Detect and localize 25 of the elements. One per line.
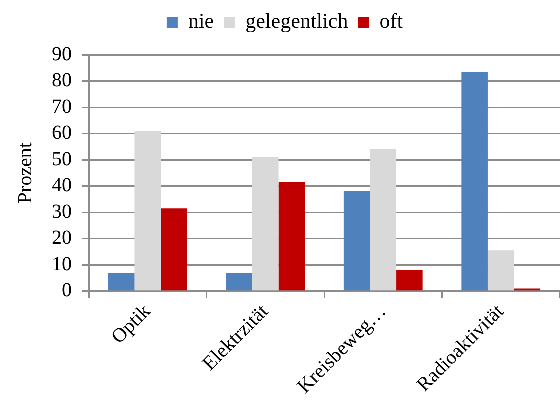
y-tick-label: 40 (52, 174, 72, 197)
y-axis-title: Prozent (14, 142, 36, 204)
legend-label: oft (380, 9, 404, 34)
bar (344, 192, 370, 291)
y-tick-label: 70 (52, 96, 72, 118)
bar (226, 272, 252, 291)
y-tick-label: 30 (52, 200, 72, 223)
bar (396, 270, 423, 291)
bar (161, 208, 188, 291)
legend-label: nie (188, 9, 214, 34)
bar (108, 272, 135, 291)
y-tick-label: 60 (52, 122, 72, 144)
bar (278, 182, 306, 291)
y-tick-label: 20 (52, 227, 72, 250)
bar (134, 131, 162, 291)
bar (488, 250, 514, 291)
y-tick-label: 90 (52, 43, 72, 66)
bar (370, 150, 397, 291)
bar (252, 157, 279, 291)
bar (462, 72, 488, 291)
y-tick-label: 0 (62, 280, 72, 302)
y-tick-label: 10 (52, 253, 72, 276)
legend-label: gelegentlich (246, 9, 349, 34)
y-tick-label: 80 (52, 70, 72, 92)
y-tick-label: 50 (52, 148, 72, 170)
